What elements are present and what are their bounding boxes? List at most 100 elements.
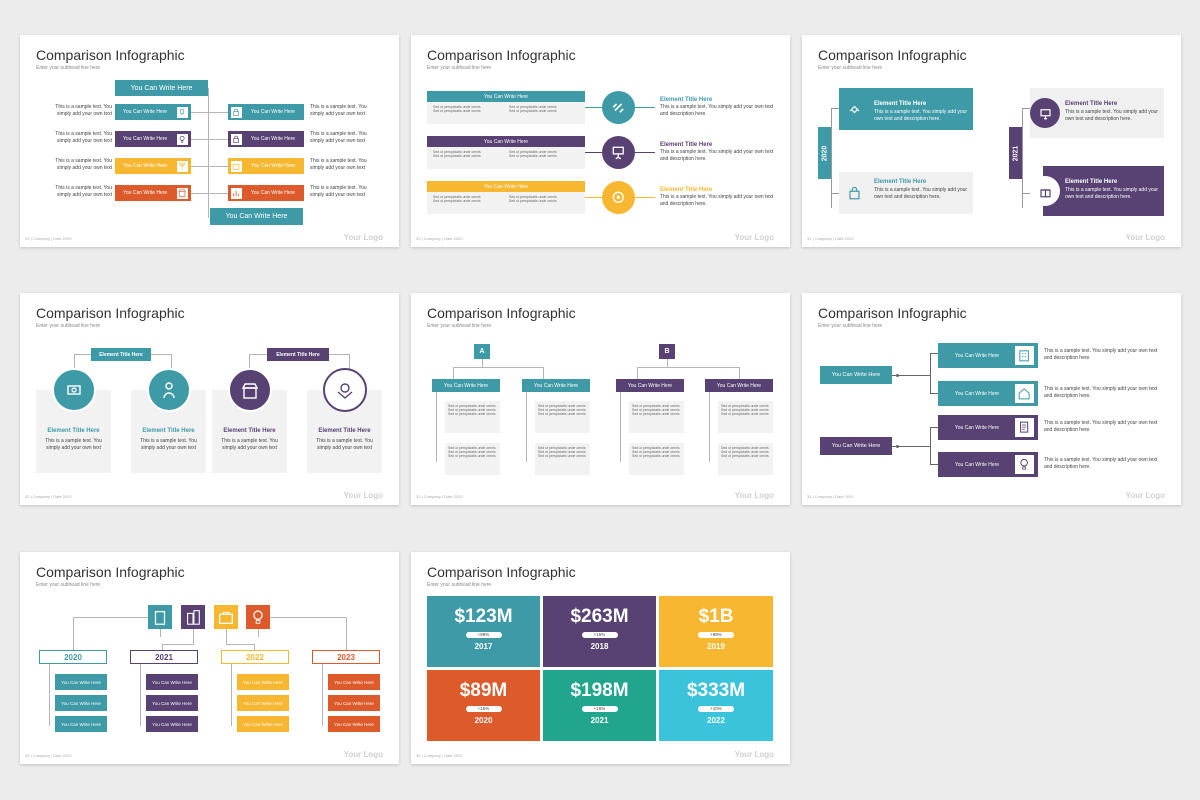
stat-change: +15% (465, 706, 502, 712)
item-2023-3: You Can Write Here (328, 716, 380, 732)
right-item-1: You Can Write Here (228, 104, 304, 120)
city-icon (181, 605, 205, 629)
slide-5[interactable]: Comparison Infographic Enter your subhea… (411, 293, 790, 505)
footer-text: | Company | Date 2020 (30, 236, 72, 241)
slide-1[interactable]: Comparison Infographic Enter your subhea… (20, 35, 399, 247)
stat-year: 2017 (474, 642, 493, 651)
footer-text: | Company | Date 2020 (421, 236, 463, 241)
year-box-2021: 2021 (130, 650, 198, 664)
slide-8[interactable]: Comparison Infographic Enter your subhea… (411, 552, 790, 764)
plant-icon (177, 161, 188, 172)
slide-7[interactable]: Comparison Infographic Enter your subhea… (20, 552, 399, 764)
bulb-icon (246, 605, 270, 629)
item-2022-2: You Can Write Here (237, 695, 289, 711)
left-text-1: This is a sample text. You simply add yo… (55, 104, 112, 117)
slide-4[interactable]: Comparison Infographic Enter your subhea… (20, 293, 399, 505)
logo: Your Logo (734, 233, 774, 242)
stat-year: 2018 (590, 642, 609, 651)
stat-value: $198M (570, 680, 629, 701)
stat-value: $123M (454, 606, 513, 627)
page-number: 34 (807, 494, 812, 499)
stat-change: +15% (581, 706, 618, 712)
element-title-1: Element Title Here (660, 97, 713, 103)
row-header-1: You Can Write Here (427, 91, 585, 102)
document-icon (1015, 418, 1034, 437)
group-b-header-1: You Can Write Here (616, 379, 684, 392)
slide-subtitle: Enter your subhead line here (427, 65, 492, 71)
stat-change: +89% (465, 632, 502, 638)
stat-value: $263M (570, 606, 629, 627)
card-text-2: This is a sample text. You simply add yo… (140, 438, 197, 451)
element-title-3: Element Title Here (660, 187, 713, 193)
card-text-3: This is a sample text. You simply add yo… (221, 438, 278, 451)
element-title-2021-b: Element Title Here (1065, 179, 1118, 185)
element-desc-2021-a: This is a sample text. You simply add yo… (1065, 109, 1159, 122)
option-text-3: This is a sample text. You simply add yo… (1044, 420, 1158, 433)
stat-value: $89M (459, 680, 508, 701)
footer-text: | Company | Date 2020 (812, 236, 854, 241)
stat-tile-4: $89M +15% 2020 (427, 670, 540, 741)
bottom-header-box: You Can Write Here (210, 208, 303, 225)
item-2020-2: You Can Write Here (55, 695, 107, 711)
stat-value: $333M (686, 680, 746, 701)
element-title-box-right: Element Title Here (267, 348, 329, 361)
chart-icon (231, 188, 242, 199)
logo: Your Logo (734, 491, 774, 500)
page-number: 36 (416, 753, 421, 758)
page-number: 30 (416, 236, 421, 241)
card-title-3: Element Title Here (223, 428, 276, 434)
stat-tile-1: $123M +89% 2017 (427, 596, 540, 667)
item-2023-1: You Can Write Here (328, 674, 380, 690)
handshake-icon (839, 94, 869, 124)
link-icon (602, 91, 635, 124)
stat-tile-2: $263M +15% 2018 (543, 596, 656, 667)
option-text-2: This is a sample text. You simply add yo… (1044, 386, 1158, 399)
lightbulb-icon (1015, 455, 1034, 474)
footer-text: | Company | Date 2020 (421, 753, 463, 758)
page-number: 29 (25, 236, 30, 241)
row-header-3: You Can Write Here (427, 181, 585, 192)
item-2022-3: You Can Write Here (237, 716, 289, 732)
money-hands-icon (323, 368, 367, 412)
right-item-4: You Can Write Here (228, 185, 304, 201)
group-a-label: A (474, 344, 490, 359)
slide-6[interactable]: Comparison Infographic Enter your subhea… (802, 293, 1181, 505)
stat-year: 2022 (707, 716, 725, 725)
slide-2[interactable]: Comparison Infographic Enter your subhea… (411, 35, 790, 247)
element-title-box-left: Element Title Here (91, 348, 151, 361)
lock-icon (231, 107, 242, 118)
target-icon (602, 181, 635, 214)
element-title-2020-b: Element Title Here (874, 179, 927, 185)
right-item-2: You Can Write Here (228, 131, 304, 147)
slide-title: Comparison Infographic (36, 47, 185, 63)
monitor-icon (1030, 98, 1060, 128)
element-desc-2021-b: This is a sample text. You simply add yo… (1065, 187, 1159, 200)
logo: Your Logo (1125, 491, 1165, 500)
slide-subtitle: Enter your subhead line here (36, 323, 101, 329)
slide-subtitle: Enter your subhead line here (36, 582, 101, 588)
stat-tile-5: $198M +15% 2021 (543, 670, 656, 741)
element-title-2020-a: Element Title Here (874, 101, 927, 107)
slide-subtitle: Enter your subhead line here (427, 323, 492, 329)
trophy-icon (177, 107, 188, 118)
presentation-icon (602, 136, 635, 169)
item-2023-2: You Can Write Here (328, 695, 380, 711)
slide-title: Comparison Infographic (427, 47, 576, 63)
left-text-3: This is a sample text. You simply add yo… (55, 158, 112, 171)
slide-3[interactable]: Comparison Infographic Enter your subhea… (802, 35, 1181, 247)
right-text-2: This is a sample text. You simply add yo… (310, 131, 367, 144)
right-text-4: This is a sample text. You simply add yo… (310, 185, 367, 198)
logo: Your Logo (343, 750, 383, 759)
left-item-4: You Can Write Here (115, 185, 191, 201)
year-2021-label: 2021 (1009, 127, 1022, 179)
group-a-header-1: You Can Write Here (432, 379, 500, 392)
stat-change: +10% (698, 706, 734, 712)
slide-title: Comparison Infographic (427, 564, 576, 580)
group-b-label: B (659, 344, 675, 359)
left-text-2: This is a sample text. You simply add yo… (55, 131, 112, 144)
idea-person-icon (147, 368, 191, 412)
slide-title: Comparison Infographic (818, 47, 967, 63)
option-text-4: This is a sample text. You simply add yo… (1044, 457, 1158, 470)
row-header-2: You Can Write Here (427, 136, 585, 147)
stat-value: $1B (698, 606, 734, 627)
